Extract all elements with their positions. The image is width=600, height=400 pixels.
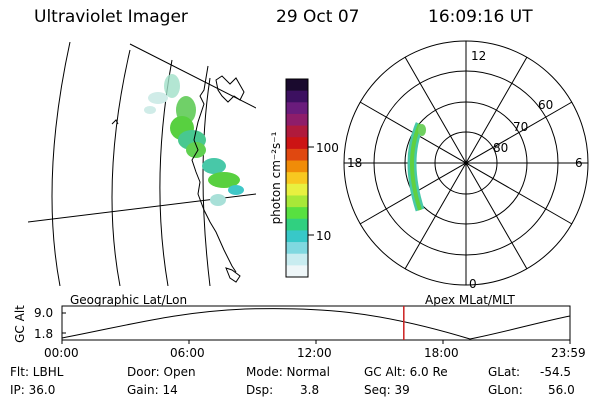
- mlt-label-0: 0: [469, 277, 477, 291]
- colorbar-band: [286, 113, 308, 127]
- glon-label: GLon:: [488, 383, 523, 397]
- coastline: [225, 267, 241, 283]
- filter-status: Flt: LBHL: [10, 365, 64, 379]
- colorbar-band: [286, 125, 308, 138]
- colorbar-band: [286, 265, 308, 278]
- mlt-label-6: 6: [575, 156, 583, 170]
- colorbar-band: [286, 79, 308, 92]
- coastline: [111, 119, 119, 125]
- polar-plot: [343, 40, 589, 286]
- geo-frame-title: Geographic Lat/Lon: [70, 293, 188, 307]
- colorbar-band: [286, 102, 308, 115]
- xtick-1800: 18:00: [424, 346, 459, 360]
- altitude-curve: [61, 308, 571, 340]
- altitude-plot: [61, 305, 571, 344]
- colorbar-band: [286, 207, 308, 220]
- lat-grid-line: [202, 77, 211, 286]
- altitude-ytick-9: 9.0: [34, 306, 54, 320]
- glon-value: 56.0: [548, 383, 575, 397]
- door-status: Door: Open: [127, 365, 196, 379]
- coastline: [215, 75, 245, 103]
- altitude-ytick-1: 1.8: [34, 327, 54, 341]
- colorbar-band: [286, 148, 308, 162]
- glat-value: -54.5: [540, 365, 572, 379]
- colorbar-band: [286, 195, 308, 208]
- colorbar-band: [286, 183, 308, 196]
- xtick-1200: 12:00: [297, 346, 332, 360]
- xtick-0000: 00:00: [44, 346, 79, 360]
- colorbar-band: [286, 230, 308, 243]
- colorbar-band: [286, 160, 308, 173]
- colorbar-band: [286, 218, 308, 231]
- altitude-ylabel: GC Alt: [13, 305, 27, 343]
- seq-status: Seq: 39: [364, 383, 410, 397]
- coastline: [191, 65, 237, 273]
- gc-alt-status: GC Alt: 6.0 Re: [364, 365, 448, 379]
- aurora-emission: [144, 74, 244, 206]
- glat-label: GLat:: [488, 365, 521, 379]
- gain-status: Gain: 14: [127, 383, 178, 397]
- colorbar-band: [286, 137, 308, 150]
- colorbar-band: [286, 242, 308, 255]
- dsp-label: Dsp:: [246, 383, 274, 397]
- lon-grid-line: [129, 43, 256, 109]
- colorbar-tick-10: 10: [316, 229, 332, 243]
- instrument-title: Ultraviolet Imager: [34, 7, 188, 27]
- xtick-0600: 06:00: [170, 346, 205, 360]
- mode-status: Mode: Normal: [246, 365, 330, 379]
- mlt-label-12: 12: [471, 49, 487, 63]
- colorbar-band: [286, 90, 308, 103]
- apex-frame-title: Apex MLat/MLT: [425, 293, 515, 307]
- colorbar-band: [286, 253, 308, 266]
- lat-label-80: 80: [493, 141, 509, 155]
- lat-grid-line: [51, 42, 71, 286]
- colorbar-tick-100: 100: [316, 141, 339, 155]
- xtick-2359: 23:59: [551, 346, 586, 360]
- colorbar-band: [286, 172, 308, 185]
- lat-grid-line: [111, 49, 131, 286]
- time-label: 16:09:16 UT: [428, 7, 533, 27]
- dsp-value: 3.8: [300, 383, 320, 397]
- mlt-label-18: 18: [347, 156, 363, 170]
- lat-label-60: 60: [538, 98, 554, 112]
- polar-aurora-emission: [407, 122, 426, 212]
- colorbar: [286, 79, 308, 278]
- date-label: 29 Oct 07: [276, 7, 360, 27]
- colorbar-unit-label: photon cm⁻²s⁻¹: [269, 131, 283, 225]
- ip-status: IP: 36.0: [10, 383, 56, 397]
- lat-label-70: 70: [513, 120, 529, 134]
